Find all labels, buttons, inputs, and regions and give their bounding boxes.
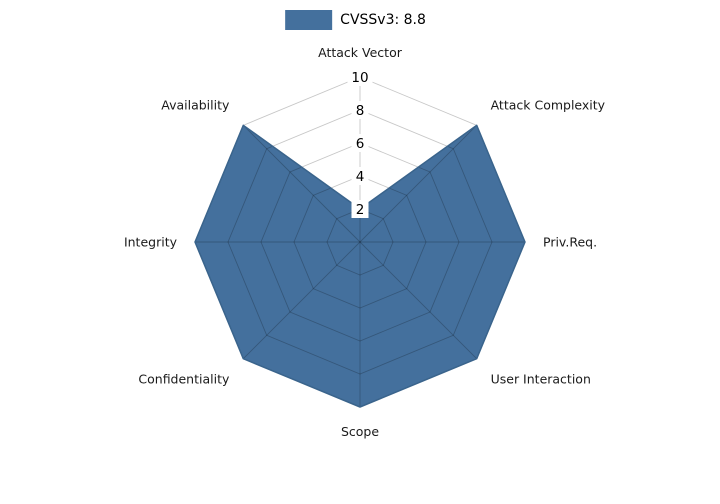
grid-ring	[326, 208, 394, 276]
tick-label: 10	[351, 70, 368, 86]
grid-ring	[227, 109, 493, 375]
legend-label: CVSSv3: 8.8	[340, 12, 426, 28]
grid-spoke	[359, 241, 478, 360]
tick-label: 2	[356, 202, 365, 218]
tick-label-bbox	[351, 134, 369, 152]
axis-label-attack-vector: Attack Vector	[318, 45, 403, 60]
legend: CVSSv3: 8.8	[281, 9, 430, 31]
grid-spoke	[242, 241, 361, 360]
tick-label: 8	[356, 103, 365, 119]
tick-label: 4	[356, 169, 365, 185]
axis-label-scope: Scope	[341, 424, 379, 439]
radar-outline	[194, 124, 526, 408]
axis-label-confidentiality: Confidentiality	[138, 372, 230, 387]
grid-ring	[293, 175, 427, 309]
grid-spoke	[359, 124, 478, 243]
axis-label-integrity: Integrity	[124, 235, 178, 250]
tick-label-bbox	[347, 68, 373, 86]
grid-spoke	[242, 124, 361, 243]
grid-ring	[260, 142, 460, 342]
radar-fill-polygon	[195, 125, 525, 408]
axis-label-availability: Availability	[161, 97, 230, 112]
legend-swatch	[285, 10, 333, 30]
tick-label-bbox	[351, 200, 369, 218]
axis-label-user-interaction: User Interaction	[491, 372, 591, 387]
tick-label-bbox	[351, 167, 369, 185]
axis-label-attack-complexity: Attack Complexity	[491, 97, 606, 112]
tick-label-bbox	[351, 101, 369, 119]
axis-label-priv-req-: Priv.Req.	[543, 235, 597, 250]
tick-label: 6	[356, 136, 365, 152]
